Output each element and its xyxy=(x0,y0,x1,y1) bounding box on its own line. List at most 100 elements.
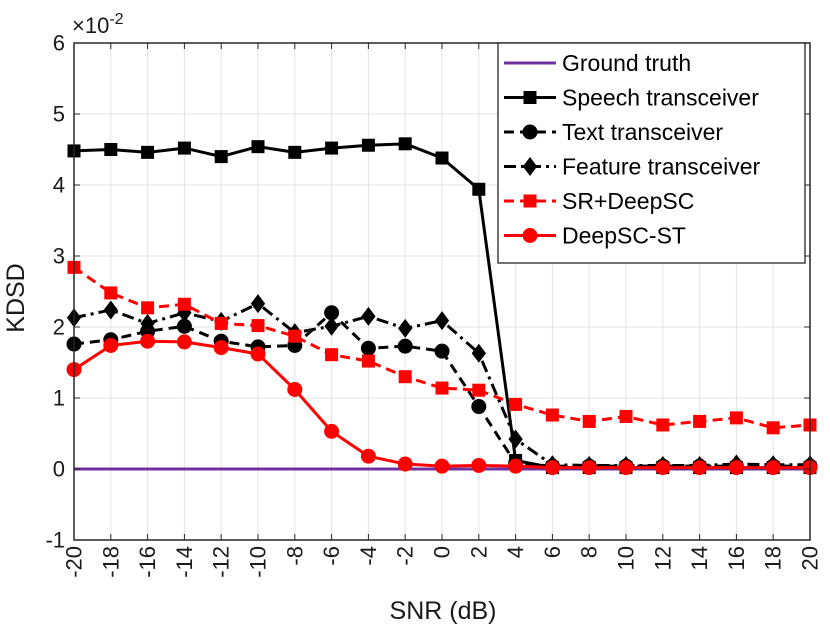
y-tick-label: 3 xyxy=(53,244,65,269)
x-axis-label: SNR (dB) xyxy=(390,597,497,625)
x-tick-label: -18 xyxy=(98,546,123,578)
y-tick-label: 0 xyxy=(53,457,65,482)
x-tick-label: -16 xyxy=(135,546,160,578)
data-point-speech-transceiver xyxy=(325,141,339,155)
x-axis-ticks: -20 -18 -16 -14 -12 -10 -8 -6 -4 -2 0 2 4 6 8 10 12 14 16 1… xyxy=(62,43,823,578)
x-tick-label: 6 xyxy=(540,546,565,558)
legend-marker xyxy=(523,194,537,208)
x-tick-label: -20 xyxy=(62,546,87,578)
data-point-deepsc-st xyxy=(728,460,744,476)
legend-marker xyxy=(522,157,538,176)
x-tick-label: 18 xyxy=(761,546,786,570)
legend-entry-text-transceiver: Text transceiver xyxy=(504,119,723,145)
data-point-sr-deepsc xyxy=(693,414,707,428)
data-point-feature-transceiver xyxy=(250,294,266,314)
data-point-sr-deepsc xyxy=(619,409,633,423)
exponent-base: ×10 xyxy=(72,13,109,38)
data-point-deepsc-st xyxy=(103,337,119,353)
data-point-sr-deepsc xyxy=(766,421,780,435)
data-point-feature-transceiver xyxy=(434,311,450,331)
data-point-deepsc-st xyxy=(765,460,781,476)
data-point-speech-transceiver xyxy=(104,143,118,156)
x-tick-label: 0 xyxy=(430,546,455,558)
data-point-sr-deepsc xyxy=(435,381,449,395)
data-point-deepsc-st xyxy=(287,381,303,397)
data-point-deepsc-st xyxy=(655,460,671,476)
exponent-power: -2 xyxy=(109,11,123,28)
x-tick-label: 16 xyxy=(724,546,749,570)
data-point-deepsc-st xyxy=(397,456,413,472)
x-tick-label: 14 xyxy=(687,546,712,570)
data-point-sr-deepsc xyxy=(545,408,559,422)
x-tick-label: 12 xyxy=(650,546,675,570)
x-tick-label: -12 xyxy=(209,546,234,578)
y-tick-label: 5 xyxy=(53,102,65,127)
legend-entry-sr-deepsc: SR+DeepSC xyxy=(504,188,694,214)
data-point-deepsc-st xyxy=(434,458,450,474)
data-point-feature-transceiver xyxy=(508,429,523,449)
data-point-deepsc-st xyxy=(508,458,524,474)
legend-entry-deepsc-st: DeepSC-ST xyxy=(504,223,686,249)
legend-label: DeepSC-ST xyxy=(562,223,686,249)
data-point-speech-transceiver xyxy=(177,141,191,155)
legend-marker xyxy=(522,228,538,243)
data-point-speech-transceiver xyxy=(435,151,449,165)
data-point-sr-deepsc xyxy=(656,418,670,432)
data-point-sr-deepsc xyxy=(361,354,375,368)
x-tick-label: -14 xyxy=(172,546,197,578)
y-tick-label: 4 xyxy=(53,173,65,198)
legend: Ground truth Speech transceiver Text trans… xyxy=(497,42,806,264)
data-point-speech-transceiver xyxy=(251,140,265,154)
data-point-deepsc-st xyxy=(213,340,229,356)
x-tick-label: -4 xyxy=(356,546,381,566)
data-point-speech-transceiver xyxy=(141,145,155,159)
y-tick-label: -1 xyxy=(45,528,65,553)
data-point-feature-transceiver xyxy=(324,316,339,336)
x-tick-label: -8 xyxy=(282,546,307,566)
y-axis-ticks: -1 0 1 2 3 4 5 6 xyxy=(45,31,810,553)
data-point-feature-transceiver xyxy=(140,313,155,333)
data-point-sr-deepsc xyxy=(325,348,339,362)
legend-marker xyxy=(522,124,538,140)
legend-label: Speech transceiver xyxy=(562,85,759,111)
data-point-text-transceiver xyxy=(360,340,376,356)
data-point-speech-transceiver xyxy=(361,138,375,152)
data-point-deepsc-st xyxy=(360,448,376,464)
series-line-sr-deepsc xyxy=(73,266,811,430)
data-point-text-transceiver xyxy=(397,338,413,354)
data-point-sr-deepsc xyxy=(472,383,486,397)
data-point-deepsc-st xyxy=(471,457,487,473)
legend-entry-feature-transceiver: Feature transceiver xyxy=(504,154,760,180)
legend-label: SR+DeepSC xyxy=(562,188,694,214)
data-point-sr-deepsc xyxy=(104,286,118,300)
data-point-sr-deepsc xyxy=(251,319,265,333)
y-exponent-label: ×10-2 xyxy=(72,11,124,38)
data-point-deepsc-st xyxy=(581,460,597,476)
data-point-text-transceiver xyxy=(471,399,487,415)
y-axis-label: KDSD xyxy=(2,263,30,332)
x-tick-label: 4 xyxy=(503,546,528,558)
data-point-deepsc-st xyxy=(544,460,560,476)
x-tick-label: -10 xyxy=(246,546,271,578)
data-point-text-transceiver xyxy=(324,305,340,321)
data-point-sr-deepsc xyxy=(509,397,523,411)
data-point-feature-transceiver xyxy=(361,306,376,326)
y-tick-label: 2 xyxy=(53,315,65,340)
data-point-speech-transceiver xyxy=(398,137,412,151)
legend-label: Text transceiver xyxy=(562,119,723,145)
x-tick-label: 2 xyxy=(466,546,491,558)
series-layer xyxy=(66,137,818,476)
legend-marker xyxy=(523,91,537,104)
data-point-deepsc-st xyxy=(692,460,708,476)
y-tick-label: 1 xyxy=(53,386,65,411)
data-point-text-transceiver xyxy=(176,318,192,334)
series-sr-deepsc xyxy=(67,260,817,435)
data-point-deepsc-st xyxy=(250,346,266,362)
data-point-speech-transceiver xyxy=(472,182,486,196)
data-point-sr-deepsc xyxy=(398,370,412,384)
data-point-sr-deepsc xyxy=(288,329,302,343)
data-point-sr-deepsc xyxy=(582,414,596,428)
data-point-speech-transceiver xyxy=(214,150,228,164)
x-tick-label: 8 xyxy=(577,546,602,558)
